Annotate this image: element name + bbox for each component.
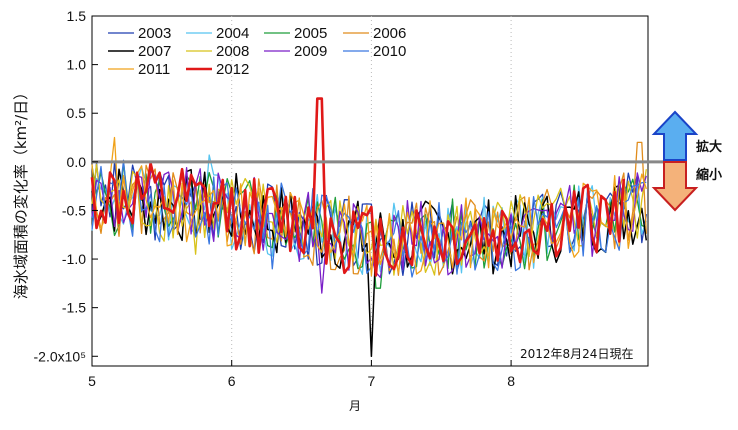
x-tick-label: 7 (367, 373, 375, 389)
y-axis-ticks: 1.5 1.0 0.5 0.0 -0.5 -1.0 -1.5 -2.0x10⁵ (34, 8, 98, 364)
x-axis-ticks: 5 6 7 8 (88, 360, 515, 389)
legend-label-2012: 2012 (216, 61, 249, 78)
x-axis-label: 月 (349, 399, 361, 413)
as-of-date-annotation: 2012年8月24日現在 (520, 347, 633, 361)
y-tick-label: 0.0 (67, 154, 87, 170)
x-tick-label: 8 (507, 373, 515, 389)
y-axis-label: 海氷域面積の変化率（km²/日） (12, 85, 30, 299)
legend-label-2006: 2006 (373, 25, 406, 42)
legend-label-2009: 2009 (294, 43, 327, 60)
y-tick-label: -1.5 (62, 300, 86, 316)
shrink-arrow-icon (651, 161, 699, 212)
legend: 2003 2004 2005 2006 2007 2008 2009 2010 2011 2012 (108, 25, 406, 78)
x-tick-label: 6 (228, 373, 236, 389)
y-tick-label: -0.5 (62, 202, 86, 218)
series-line-2012 (90, 97, 626, 277)
y-tick-label: 0.5 (67, 105, 87, 121)
x-tick-label: 5 (88, 373, 96, 389)
legend-label-2007: 2007 (138, 43, 171, 60)
annotation-box (516, 344, 636, 362)
legend-label-2003: 2003 (138, 25, 171, 42)
legend-label-2010: 2010 (373, 43, 406, 60)
expand-arrow-icon (651, 110, 699, 161)
legend-label-2011: 2011 (138, 61, 170, 78)
series-lines (90, 97, 648, 358)
expand-label: 拡大 (696, 139, 722, 155)
legend-label-2008: 2008 (216, 43, 249, 60)
y-tick-label: -1.0 (62, 251, 86, 267)
y-tick-label: 1.5 (67, 8, 87, 24)
y-tick-label: 1.0 (67, 57, 87, 73)
shrink-label: 縮小 (696, 167, 722, 183)
legend-label-2004: 2004 (216, 25, 249, 42)
y-tick-label: -2.0x10⁵ (34, 348, 87, 364)
legend-label-2005: 2005 (294, 25, 327, 42)
